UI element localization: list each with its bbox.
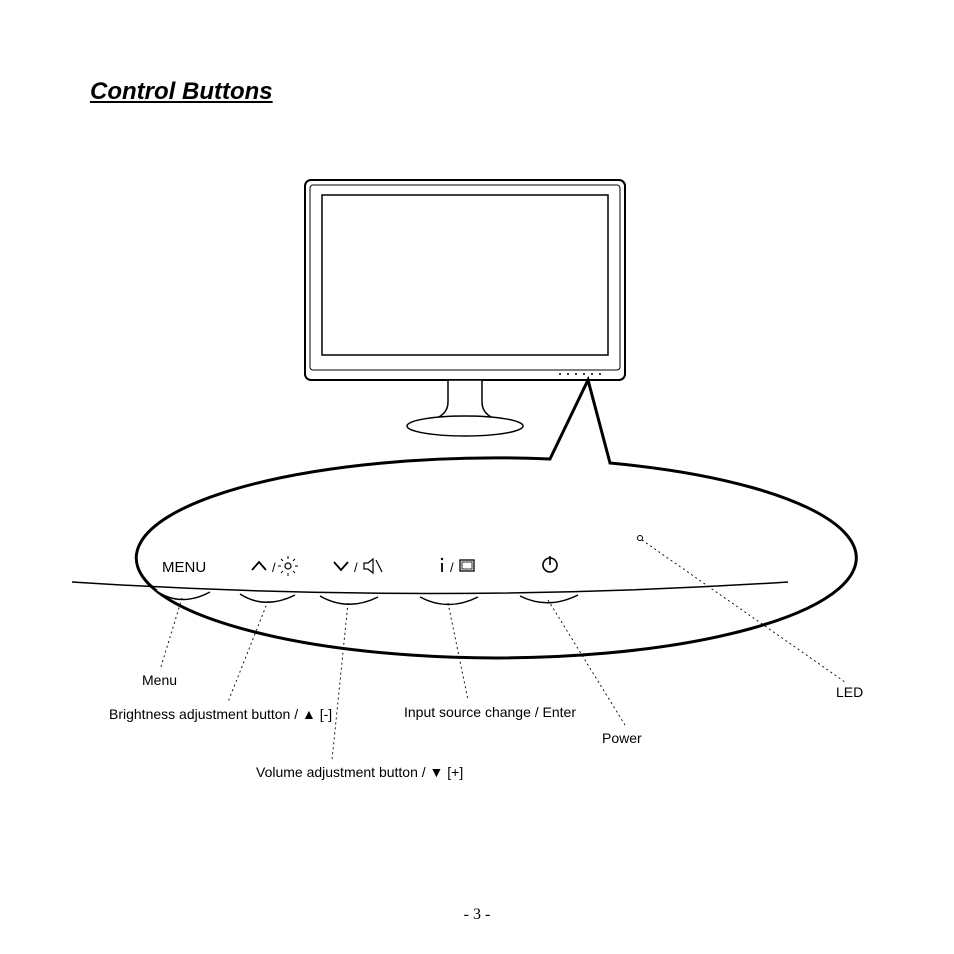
- callout-led: LED: [836, 684, 863, 700]
- svg-text:/: /: [450, 560, 454, 575]
- callout-brightness: Brightness adjustment button / ▲ [-]: [109, 706, 332, 722]
- page: Control Buttons: [0, 0, 954, 954]
- callout-menu: Menu: [142, 672, 177, 688]
- callout-power: Power: [602, 730, 642, 746]
- svg-text:/: /: [354, 560, 358, 575]
- diagram-svg: MENU / / /: [0, 0, 954, 954]
- monitor-icon: [305, 180, 625, 436]
- page-number: - 3 -: [0, 906, 954, 924]
- callout-volume: Volume adjustment button / ▼ [+]: [256, 764, 463, 780]
- callout-input: Input source change / Enter: [404, 704, 576, 720]
- svg-text:/: /: [272, 560, 276, 575]
- panel-menu-label: MENU: [162, 559, 206, 576]
